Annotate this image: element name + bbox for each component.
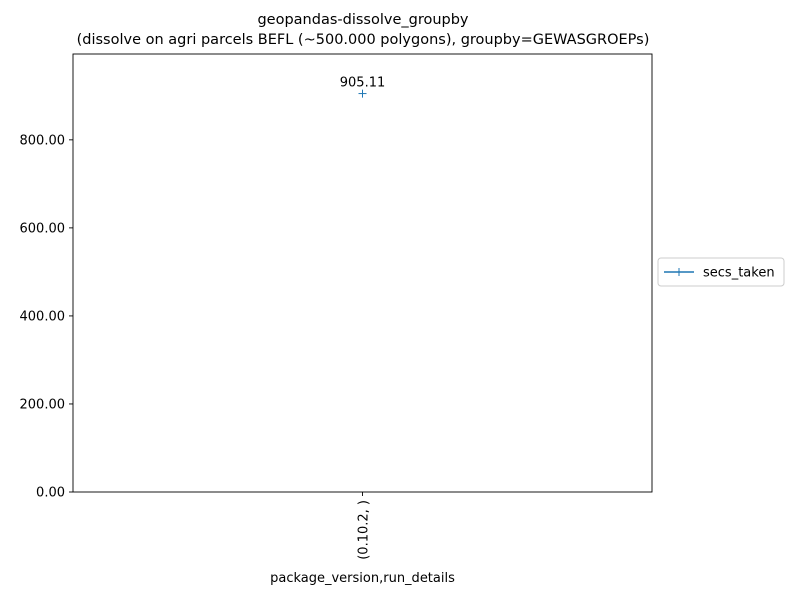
y-tick-label: 200.00	[20, 397, 66, 412]
x-tick-label: (0.10.2, )	[357, 500, 372, 560]
chart-title-line1: geopandas-dissolve_groupby	[257, 12, 469, 28]
x-axis-label: package_version,run_details	[270, 571, 455, 586]
y-tick-label: 0.00	[36, 486, 65, 501]
y-tick-label: 800.00	[20, 133, 66, 148]
data-label: 905.11	[340, 76, 386, 91]
y-tick-label: 600.00	[20, 221, 66, 236]
legend-box	[657, 257, 785, 287]
plot-frame	[72, 53, 653, 493]
legend-label: secs_taken	[703, 266, 775, 281]
chart-title-line2: (dissolve on agri parcels BEFL (~500.000…	[76, 32, 650, 48]
y-tick-label: 400.00	[20, 309, 66, 324]
data-point	[358, 89, 367, 98]
